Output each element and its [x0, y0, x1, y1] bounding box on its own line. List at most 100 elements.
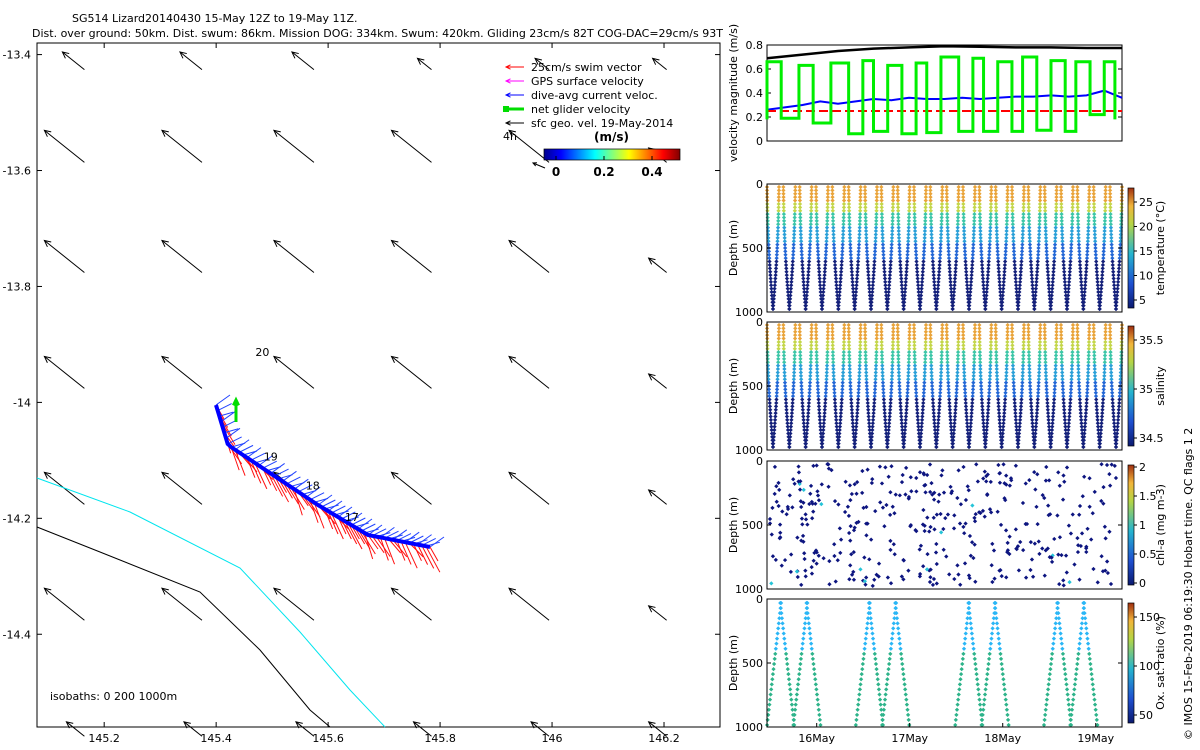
current-arrow — [161, 239, 203, 273]
profile-dot — [1059, 211, 1064, 217]
y-tick-label: 0 — [756, 593, 763, 606]
profile-dot — [809, 184, 814, 190]
profile-dot — [873, 245, 878, 251]
profile-dot — [895, 188, 900, 193]
profile-dot — [995, 256, 1001, 261]
profile-dot — [1103, 208, 1108, 213]
profile-dot — [883, 286, 888, 291]
profile-dot — [841, 208, 846, 213]
profile-dot — [934, 306, 939, 312]
legend-swatch — [504, 92, 524, 98]
profile-dot — [895, 205, 901, 210]
profile-dot — [1087, 184, 1092, 190]
profile-dot — [1059, 225, 1065, 230]
profile-dot — [784, 276, 790, 281]
swim-vector — [429, 546, 439, 562]
profile-dot — [1003, 242, 1009, 247]
profile-dot — [979, 259, 984, 264]
profile-dot — [840, 235, 846, 240]
profile-dot — [857, 235, 862, 240]
profile-dot — [807, 252, 812, 257]
colorbar — [1127, 325, 1135, 447]
current-vector — [361, 523, 376, 532]
profile-dot — [921, 262, 926, 268]
profile-dot — [1064, 306, 1070, 312]
profile-dot — [1103, 198, 1108, 203]
profile-dot — [820, 303, 825, 308]
profile-dot — [896, 208, 901, 213]
profile-dot — [850, 279, 855, 285]
colorbar-tick-label: 1 — [1139, 519, 1146, 532]
profile-dot — [847, 222, 852, 227]
profile-dot — [858, 195, 863, 200]
profile-dot — [797, 201, 803, 207]
profile-dot — [955, 239, 960, 244]
profile-dot — [1062, 279, 1068, 285]
current-vector — [225, 427, 241, 439]
profile-dot — [1054, 208, 1059, 213]
profile-dot — [902, 293, 907, 298]
current-vector — [417, 534, 432, 546]
profile-dot — [1085, 242, 1090, 247]
profile-dot — [1037, 201, 1043, 207]
profile-dot — [1086, 205, 1092, 210]
profile-dot — [1076, 232, 1081, 237]
profile-dot — [1011, 249, 1017, 254]
profile-dot — [1011, 245, 1016, 251]
profile-dot — [936, 276, 941, 281]
profile-dot — [1070, 205, 1075, 210]
profile-dot — [807, 249, 812, 254]
profile-dot — [809, 205, 814, 210]
current-vector — [351, 517, 366, 526]
profile-dot — [913, 239, 918, 244]
profile-dot — [874, 198, 879, 203]
profile-dot — [1082, 289, 1087, 295]
profile-dot — [798, 235, 804, 240]
profile-dot — [923, 222, 928, 227]
profile-dot — [858, 191, 863, 196]
profile-dot — [1081, 303, 1086, 308]
profile-dot — [1087, 195, 1092, 200]
profile-dot — [939, 228, 944, 234]
profile-dot — [960, 184, 966, 190]
current-arrow — [161, 471, 203, 505]
profile-dot — [1027, 222, 1032, 227]
profile-dot — [962, 242, 967, 247]
profile-dot — [1000, 289, 1006, 295]
profile-dot — [839, 266, 844, 271]
profile-dot — [1075, 184, 1080, 190]
profile-dot — [963, 262, 968, 268]
profile-dot — [928, 195, 933, 200]
profile-dot — [814, 228, 820, 234]
profile-dot — [839, 259, 844, 264]
profile-dot — [971, 225, 977, 230]
profile-dot — [1068, 252, 1073, 257]
profile-dot — [837, 286, 843, 291]
swim-vector — [364, 532, 374, 560]
profile-dot — [922, 225, 928, 230]
profile-dot — [1059, 228, 1065, 234]
profile-dot — [939, 225, 944, 230]
profile-dot — [954, 242, 960, 247]
profile-dot — [841, 215, 846, 220]
profile-dot — [940, 188, 945, 193]
profile-dot — [907, 205, 912, 210]
profile-dot — [858, 201, 863, 207]
profile-dot — [1051, 272, 1056, 278]
colorbar-label: (m/s) — [594, 130, 629, 144]
profile-dot — [801, 276, 806, 281]
map-title-line2: Dist. over ground: 50km. Dist. swum: 86k… — [32, 27, 723, 40]
profile-dot — [856, 252, 861, 257]
profile-dot — [841, 222, 846, 227]
profile-dot — [906, 228, 911, 234]
profile-dot — [825, 191, 830, 196]
profile-dot — [1050, 276, 1056, 281]
profile-dot — [848, 252, 853, 257]
profile-dot — [1051, 262, 1057, 268]
profile-dot — [813, 184, 819, 190]
profile-dot — [856, 249, 861, 254]
profile-dot — [1021, 195, 1026, 200]
profile-dot — [824, 228, 830, 234]
profile-dot — [1013, 279, 1019, 285]
profile-dot — [935, 289, 940, 295]
